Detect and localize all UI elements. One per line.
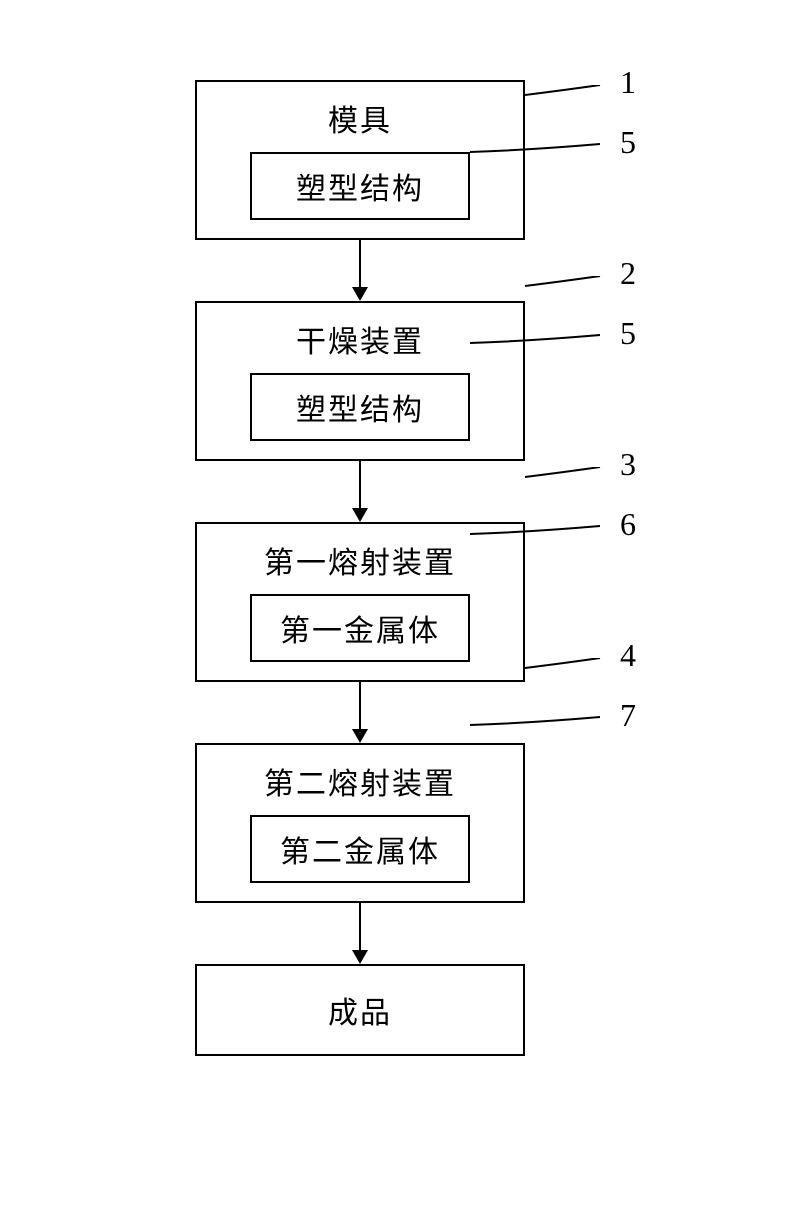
inner-box-text: 塑型结构 (296, 385, 424, 429)
box-title: 第二熔射装置 (264, 759, 456, 803)
leader-line-1-outer (525, 85, 620, 115)
flowchart-box-4: 第二熔射装置 第二金属体 (195, 743, 525, 903)
inner-box: 塑型结构 (250, 373, 470, 441)
inner-box-text: 塑型结构 (296, 164, 424, 208)
inner-box: 第二金属体 (250, 815, 470, 883)
box-title: 干燥装置 (296, 317, 424, 361)
inner-box: 第一金属体 (250, 594, 470, 662)
leader-line-1-inner (470, 142, 620, 172)
inner-box: 塑型结构 (250, 152, 470, 220)
leader-line-3-inner (470, 524, 620, 554)
leader-line-4-outer (525, 658, 620, 688)
leader-line-2-inner (470, 333, 620, 363)
inner-box-text: 第一金属体 (280, 606, 440, 650)
leader-line-2-outer (525, 276, 620, 306)
label-5a: 5 (620, 124, 636, 161)
leader-line-3-outer (525, 467, 620, 497)
inner-box-text: 第二金属体 (280, 827, 440, 871)
final-box-text: 成品 (328, 988, 392, 1032)
flowchart-box-2: 干燥装置 塑型结构 (195, 301, 525, 461)
label-3: 3 (620, 446, 636, 483)
label-6: 6 (620, 506, 636, 543)
label-5b: 5 (620, 315, 636, 352)
flowchart-final-box: 成品 (195, 964, 525, 1056)
leader-line-4-inner (470, 715, 620, 745)
label-1: 1 (620, 64, 636, 101)
box-title: 第一熔射装置 (264, 538, 456, 582)
label-7: 7 (620, 697, 636, 734)
label-2: 2 (620, 255, 636, 292)
box-title: 模具 (328, 96, 392, 140)
label-4: 4 (620, 637, 636, 674)
flowchart-diagram: 模具 塑型结构 1 5 干燥装置 塑型结构 2 5 第一熔射装置 第一金属体 (175, 80, 625, 1056)
